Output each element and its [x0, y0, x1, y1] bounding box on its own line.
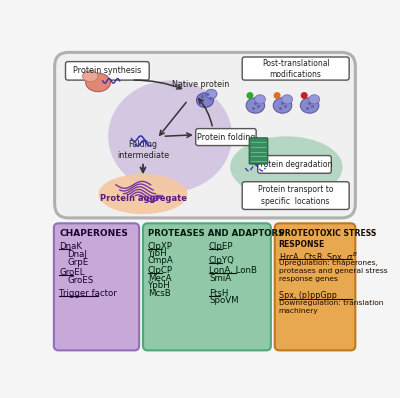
Text: GroES: GroES — [67, 276, 93, 285]
Text: YpbH: YpbH — [148, 281, 170, 290]
Text: Protein aggregate: Protein aggregate — [100, 194, 186, 203]
Ellipse shape — [309, 95, 320, 104]
Text: SmiA: SmiA — [209, 274, 231, 283]
FancyBboxPatch shape — [55, 53, 355, 218]
Text: McsB: McsB — [148, 289, 170, 298]
Text: Protein synthesis: Protein synthesis — [73, 66, 142, 75]
Text: LonA, LonB: LonA, LonB — [209, 266, 257, 275]
Ellipse shape — [82, 71, 98, 82]
Text: Folding
intermediate: Folding intermediate — [117, 140, 169, 160]
FancyBboxPatch shape — [249, 138, 268, 164]
Ellipse shape — [246, 98, 265, 113]
Ellipse shape — [282, 95, 292, 104]
Text: ClpYQ: ClpYQ — [209, 256, 235, 265]
Text: GrpE: GrpE — [67, 258, 88, 267]
FancyBboxPatch shape — [242, 57, 349, 80]
FancyBboxPatch shape — [143, 223, 271, 350]
Ellipse shape — [205, 89, 217, 99]
Text: Downregulation: translation
machinery: Downregulation: translation machinery — [279, 300, 383, 314]
Text: MecA: MecA — [148, 274, 171, 283]
Ellipse shape — [300, 98, 319, 113]
Text: PROTEOTOXIC STRESS RESPONSE: PROTEOTOXIC STRESS RESPONSE — [279, 230, 376, 249]
Text: DnaJ: DnaJ — [67, 250, 87, 259]
Circle shape — [246, 92, 254, 99]
Text: Spx, (p)ppGpp: Spx, (p)ppGpp — [279, 291, 336, 300]
Text: Upregulation: chaperones,
proteases and general stress
response genes: Upregulation: chaperones, proteases and … — [279, 260, 387, 282]
Text: DnaK: DnaK — [59, 242, 82, 251]
Text: PROTEASES AND ADAPTORS: PROTEASES AND ADAPTORS — [148, 230, 284, 238]
Text: ClpEP: ClpEP — [209, 242, 233, 251]
Text: CHAPERONES: CHAPERONES — [59, 230, 128, 238]
Text: Trigger factor: Trigger factor — [59, 289, 117, 298]
Text: SpoVM: SpoVM — [209, 297, 238, 306]
Text: Protein degradation: Protein degradation — [256, 160, 332, 168]
Circle shape — [301, 92, 308, 99]
Text: ClpXP: ClpXP — [148, 242, 172, 251]
FancyBboxPatch shape — [242, 182, 349, 209]
Ellipse shape — [196, 93, 214, 107]
Ellipse shape — [108, 80, 232, 192]
Circle shape — [274, 92, 280, 99]
FancyBboxPatch shape — [275, 223, 355, 350]
Text: Protein folding: Protein folding — [197, 133, 255, 142]
Ellipse shape — [273, 98, 292, 113]
FancyBboxPatch shape — [258, 156, 331, 173]
Text: Protein transport to
specific  locations: Protein transport to specific locations — [258, 185, 334, 206]
FancyBboxPatch shape — [54, 223, 139, 350]
Text: FtsH: FtsH — [209, 289, 228, 298]
FancyBboxPatch shape — [196, 129, 256, 146]
Text: ClpCP: ClpCP — [148, 266, 173, 275]
Ellipse shape — [86, 73, 110, 92]
Text: YjbH: YjbH — [148, 250, 167, 258]
Text: Native protein: Native protein — [172, 80, 230, 89]
Text: Post-translational
modifications: Post-translational modifications — [262, 59, 330, 78]
Ellipse shape — [254, 95, 266, 104]
Text: CmpA: CmpA — [148, 256, 174, 265]
FancyBboxPatch shape — [66, 62, 149, 80]
Ellipse shape — [230, 136, 342, 198]
Ellipse shape — [98, 174, 188, 214]
Text: HrcA, CtsR, Spx, $\sigma^B$: HrcA, CtsR, Spx, $\sigma^B$ — [279, 251, 357, 265]
Text: GroEL: GroEL — [59, 268, 85, 277]
